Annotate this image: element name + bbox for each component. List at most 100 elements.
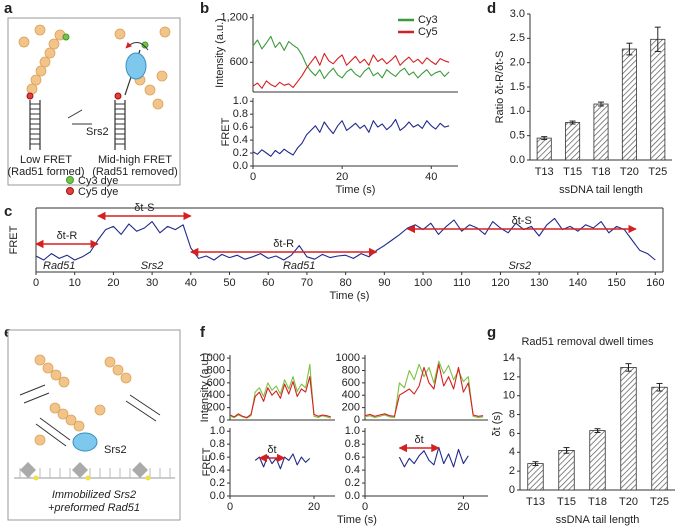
- legend-label: Cy3: [418, 14, 438, 26]
- error-bar: [598, 101, 604, 107]
- y-tick-label: 400: [207, 389, 225, 401]
- panel-label: g: [487, 324, 496, 341]
- y-tick-label: 1.0: [210, 425, 225, 437]
- x-tick-label: 20: [107, 277, 119, 289]
- y-axis-label: FRET: [201, 447, 213, 476]
- x-axis-label: Time (s): [337, 514, 377, 526]
- trace: [229, 376, 331, 419]
- x-tick-label: 30: [146, 277, 158, 289]
- diagram-a: Srs2 Low FRET (Rad51 formed) Mid-high FR…: [7, 17, 181, 198]
- error-bar: [594, 428, 601, 433]
- bar: [589, 430, 606, 491]
- bar: [536, 137, 552, 161]
- y-tick-label: 3.0: [510, 8, 525, 20]
- y-tick-label: 0.6: [233, 121, 248, 133]
- y-tick-label: 0.8: [345, 438, 360, 450]
- bar: [651, 386, 668, 491]
- x-axis-label: Time (s): [330, 290, 370, 302]
- y-tick-label: 0.8: [210, 438, 225, 450]
- y-tick-label: 2.0: [510, 57, 525, 69]
- x-tick-label: T13: [535, 166, 554, 178]
- legend-label: Cy5: [418, 26, 438, 38]
- y-tick-label: 800: [342, 364, 360, 376]
- x-tick-label: 140: [569, 277, 587, 289]
- y-axis-label: Ratio δt-R/δt-S: [494, 51, 506, 124]
- x-tick-label: T25: [650, 496, 669, 508]
- error-bar: [541, 136, 548, 141]
- y-tick-label: 200: [207, 402, 225, 414]
- y-axis-label: FRET: [8, 225, 20, 254]
- x-tick-label: 90: [378, 277, 390, 289]
- trace: [364, 360, 484, 419]
- panel-label: f: [200, 324, 206, 341]
- dwell-label: δt: [267, 444, 276, 456]
- chart: 0.00.20.40.60.81.0 0 20 40 FRET Time (s): [220, 95, 458, 196]
- caption: Immobilized Srs2: [52, 489, 136, 501]
- y-tick-label: 800: [207, 364, 225, 376]
- y-tick-label: 0.4: [210, 464, 225, 476]
- bar: [620, 367, 637, 491]
- x-tick-label: T18: [592, 166, 611, 178]
- trace: [252, 52, 450, 89]
- legend-label: Cy5 dye: [78, 186, 118, 198]
- x-tick-label: 0: [362, 501, 368, 513]
- y-tick-label: 600: [207, 377, 225, 389]
- error-bar: [626, 42, 633, 56]
- x-tick-label: T25: [648, 166, 667, 178]
- x-tick-label: 20: [336, 171, 348, 183]
- x-tick-label: T15: [563, 166, 582, 178]
- state-label: Srs2: [508, 260, 531, 272]
- x-tick-label: 100: [414, 277, 432, 289]
- y-tick-label: 2: [509, 465, 515, 477]
- dwell-label: δt-R: [273, 238, 294, 250]
- y-tick-label: 200: [342, 402, 360, 414]
- dwell-label: δt-S: [512, 215, 532, 227]
- y-tick-label: 600: [342, 377, 360, 389]
- y-tick-label: 10: [503, 390, 515, 402]
- x-tick-label: 0: [33, 277, 39, 289]
- trace: [364, 363, 484, 417]
- y-tick-label: 0.8: [233, 108, 248, 120]
- x-tick-label: 160: [646, 277, 664, 289]
- y-tick-label: 0.5: [510, 130, 525, 142]
- panel-label: b: [200, 0, 209, 17]
- x-tick-label: 70: [301, 277, 313, 289]
- y-tick-label: 1.0: [345, 425, 360, 437]
- error-bar: [625, 363, 632, 372]
- x-tick-label: 130: [530, 277, 548, 289]
- bar: [558, 449, 575, 491]
- error-bar: [654, 26, 661, 52]
- x-tick-label: 60: [262, 277, 274, 289]
- state-label: Srs2: [141, 260, 164, 272]
- x-tick-label: 20: [308, 501, 320, 513]
- y-tick-label: 0.0: [210, 490, 225, 502]
- x-tick-label: T15: [557, 496, 576, 508]
- y-tick-label: 0.0: [510, 154, 525, 166]
- y-tick-label: 0.0: [345, 490, 360, 502]
- trace: [252, 118, 450, 157]
- y-tick-label: 12: [503, 371, 515, 383]
- y-tick-label: 14: [503, 352, 515, 364]
- error-bar: [563, 447, 570, 454]
- y-tick-label: 6: [509, 427, 515, 439]
- enzyme-label: Srs2: [104, 444, 127, 456]
- trace: [229, 363, 331, 419]
- error-bar: [532, 461, 539, 466]
- y-axis-label: Intensity (a.u.): [214, 18, 226, 88]
- panel-label: c: [4, 203, 12, 220]
- panel-label: d: [487, 0, 496, 17]
- state-label: Rad51: [43, 260, 75, 272]
- trace: [398, 446, 469, 468]
- bar: [621, 48, 637, 161]
- y-tick-label: 1.0: [233, 95, 248, 107]
- x-axis-label: ssDNA tail length: [559, 184, 643, 196]
- x-tick-label: 0: [250, 171, 256, 183]
- x-tick-label: T20: [620, 166, 639, 178]
- diagram-frame: [7, 17, 181, 186]
- y-tick-label: 0.6: [210, 451, 225, 463]
- chart: 0.0 0.5 1.0 1.5 2.0 2.5 3.0 Ratio δt-R/δt-S ssDN…: [494, 8, 672, 196]
- trace: [254, 453, 311, 470]
- y-tick-label: 1.0: [510, 105, 525, 117]
